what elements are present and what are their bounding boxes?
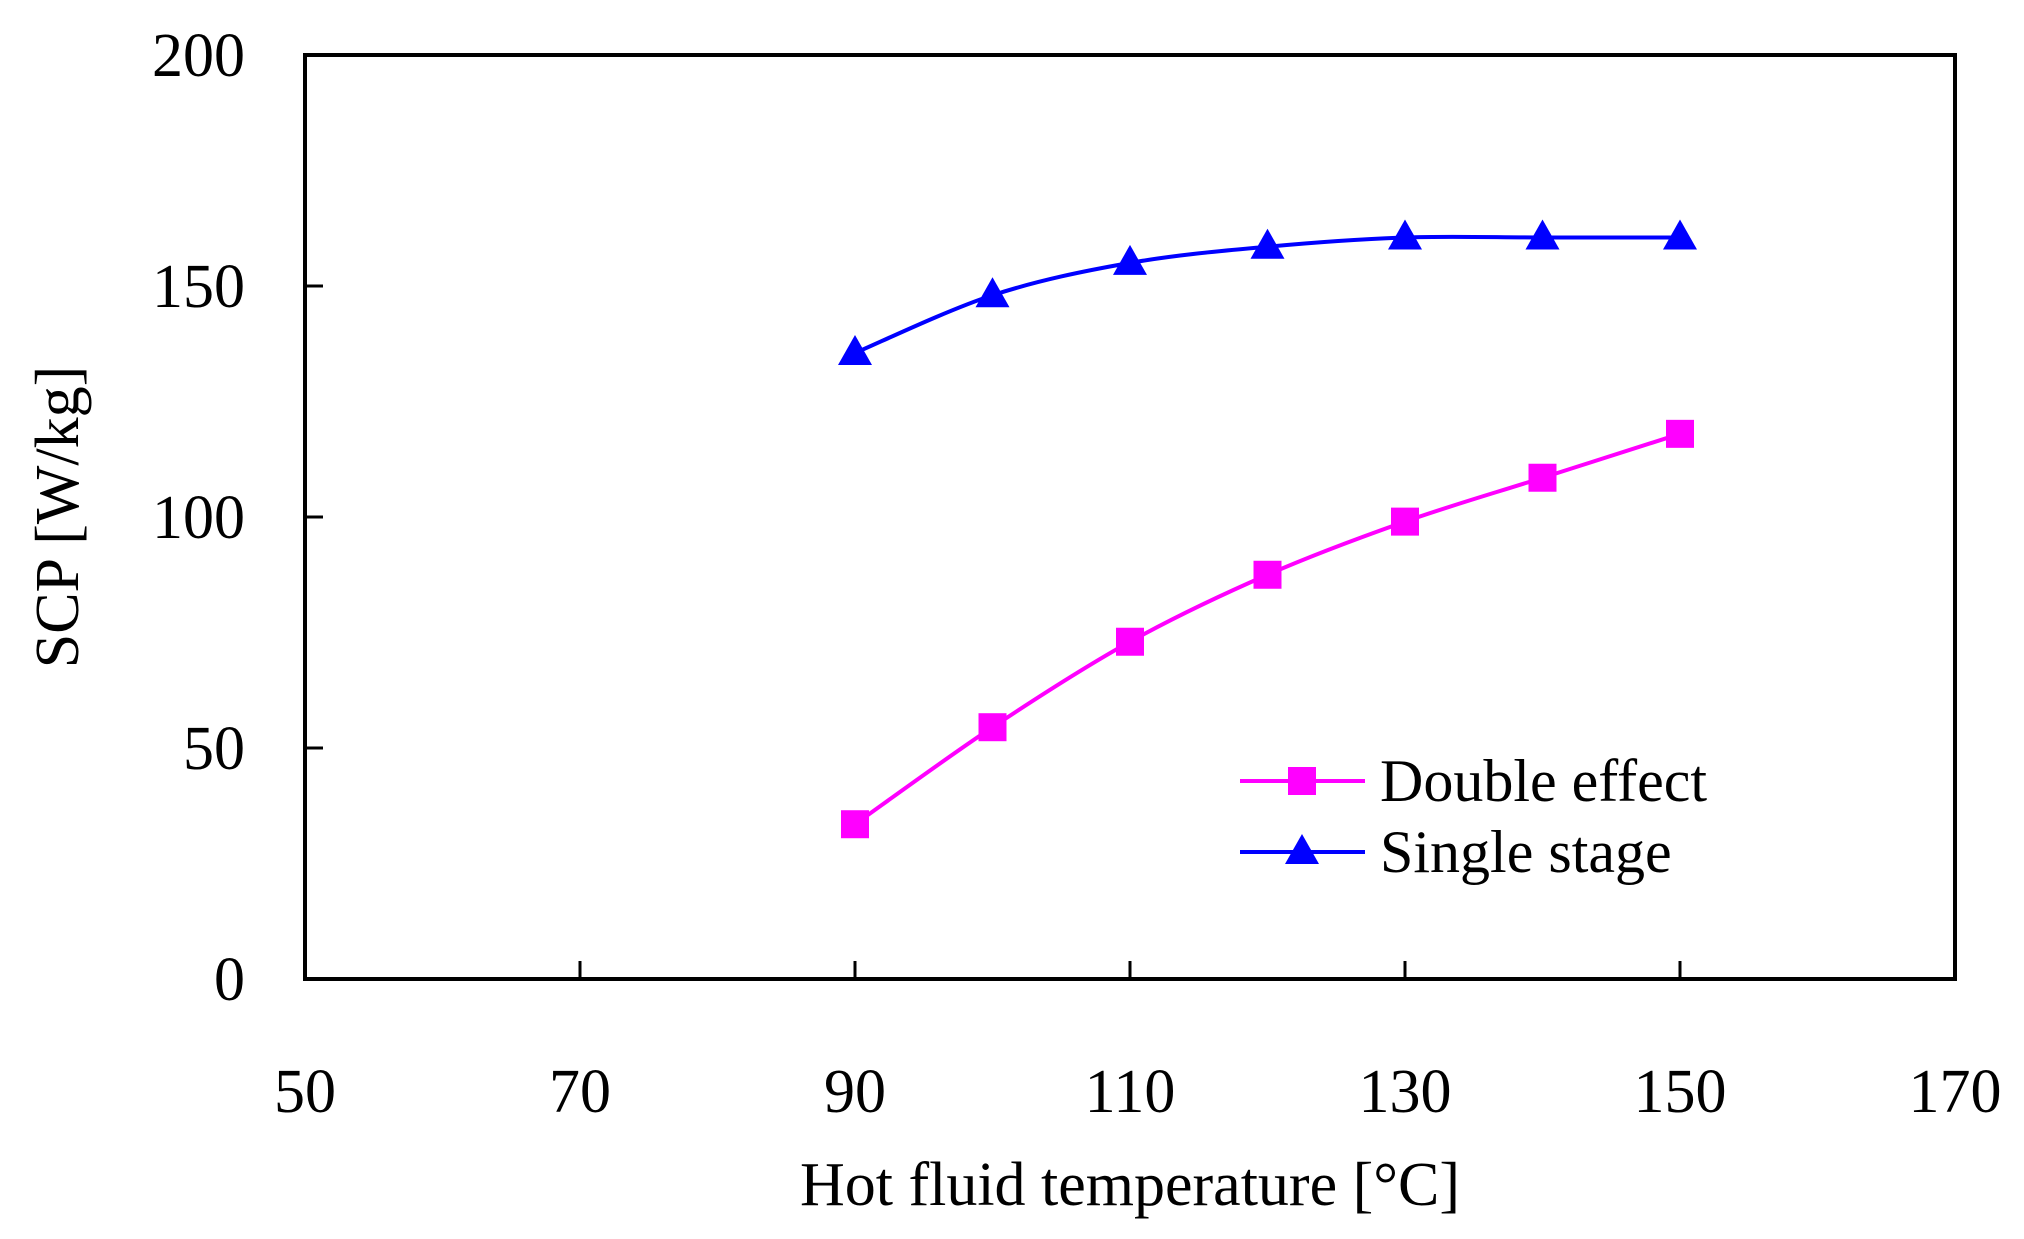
point-single-stage-150 — [1663, 219, 1697, 250]
legend-label-single-stage: Single stage — [1380, 819, 1672, 885]
legend: Double effect Single stage — [1240, 748, 1707, 885]
point-single-stage-130 — [1388, 219, 1422, 250]
y-axis-ticks — [305, 53, 323, 981]
legend-label-double-effect: Double effect — [1380, 748, 1707, 814]
point-single-stage-120 — [1250, 228, 1285, 259]
x-tick-label-90: 90 — [824, 1058, 886, 1126]
legend-marker-single-stage — [1285, 834, 1319, 864]
y-axis-title: SCP [W/kg] — [24, 366, 92, 669]
y-axis-tick-labels: 0 50 100 150 200 — [152, 22, 245, 1014]
point-double-effect-120 — [1253, 560, 1282, 589]
x-axis-ticks — [303, 961, 1957, 979]
point-double-effect-140 — [1528, 463, 1557, 492]
point-double-effect-90 — [841, 810, 869, 839]
point-double-effect-110 — [1116, 627, 1144, 656]
point-single-stage-140 — [1525, 219, 1560, 250]
point-single-stage-100 — [975, 277, 1010, 308]
legend-marker-double-effect — [1288, 767, 1316, 795]
x-tick-label-130: 130 — [1359, 1058, 1452, 1126]
y-tick-label-50: 50 — [183, 715, 245, 783]
x-tick-label-110: 110 — [1085, 1058, 1176, 1126]
x-tick-label-50: 50 — [274, 1058, 336, 1126]
point-double-effect-100 — [978, 713, 1007, 742]
series-double-effect — [841, 419, 1694, 839]
x-tick-label-170: 170 — [1909, 1058, 2002, 1126]
y-tick-label-0: 0 — [214, 946, 245, 1014]
y-tick-label-100: 100 — [152, 484, 245, 552]
point-single-stage-90 — [838, 334, 872, 365]
plot-frame — [303, 53, 1957, 981]
point-double-effect-130 — [1391, 507, 1419, 536]
series-single-stage — [838, 219, 1697, 365]
x-tick-label-70: 70 — [549, 1058, 611, 1126]
point-single-stage-110 — [1113, 244, 1147, 275]
point-double-effect-150 — [1666, 419, 1694, 448]
x-axis-tick-labels: 50 70 90 110 130 150 170 — [274, 1058, 2002, 1126]
y-tick-label-150: 150 — [152, 253, 245, 321]
series-layer — [838, 219, 1697, 839]
y-tick-label-200: 200 — [152, 22, 245, 90]
x-tick-label-150: 150 — [1634, 1058, 1727, 1126]
x-axis-title: Hot fluid temperature [°C] — [800, 1151, 1460, 1219]
